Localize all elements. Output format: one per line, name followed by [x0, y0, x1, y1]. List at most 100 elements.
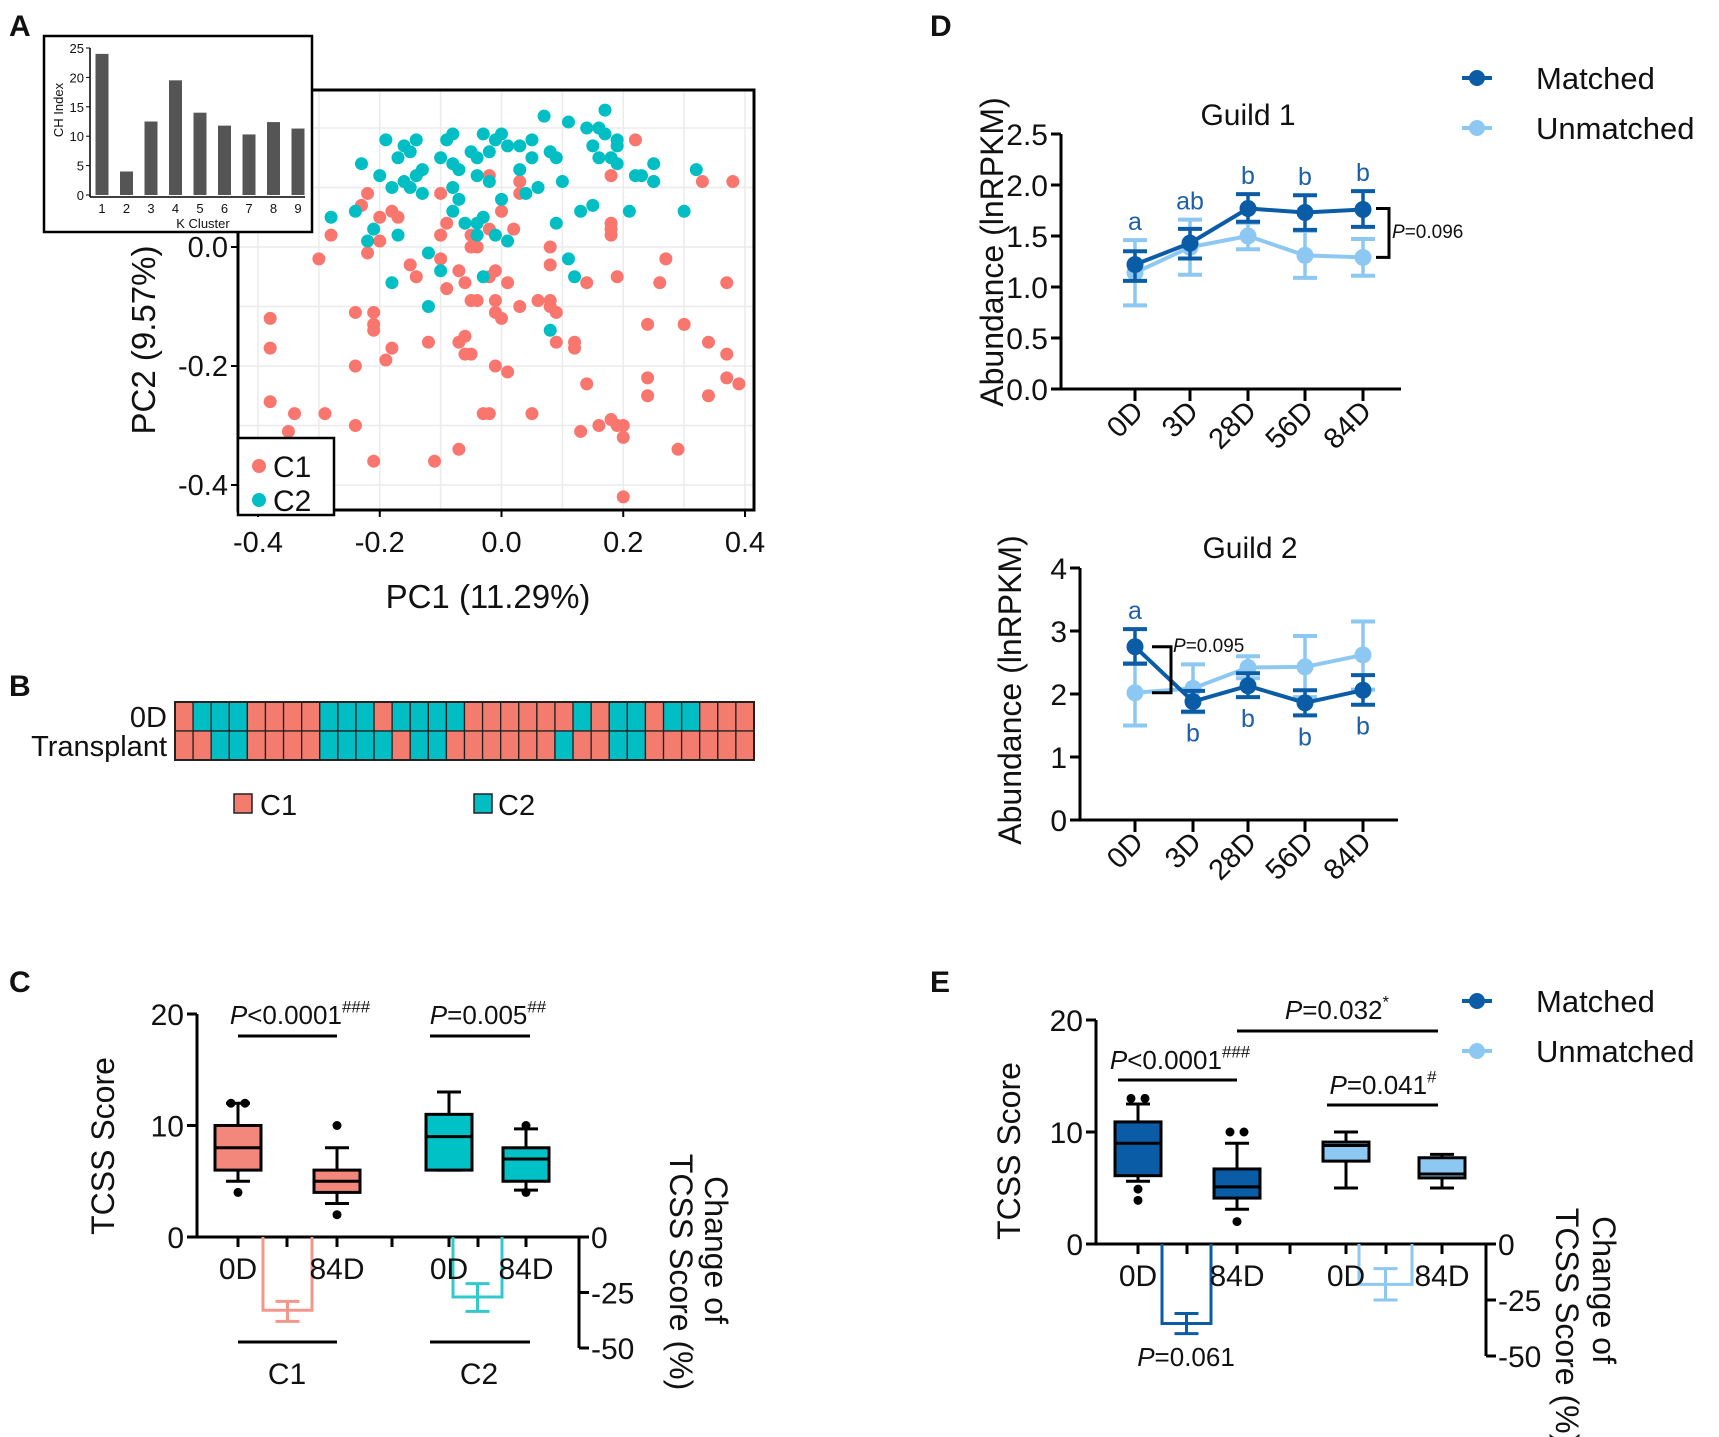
heatmap-cell-c1	[481, 730, 502, 761]
heatmap-cell-c2	[355, 701, 375, 732]
significance-mark: ###	[342, 997, 371, 1016]
outlier-point	[1133, 1184, 1143, 1194]
legend-marker-matched	[1469, 993, 1485, 1009]
outlier-point	[233, 1187, 243, 1197]
inset-bar	[144, 121, 158, 195]
heatmap-cell-c2	[608, 730, 628, 761]
box-unmatched-84d	[1417, 1152, 1467, 1190]
y-tick-label: 0	[1066, 1229, 1083, 1262]
data-point	[1354, 248, 1372, 266]
scatter-point-c2	[592, 151, 606, 165]
x-tick-label: 0D	[1119, 1260, 1157, 1293]
y-tick-label: -0.2	[178, 351, 228, 383]
heatmap-cell-c2	[427, 701, 448, 732]
scatter-point-c1	[659, 252, 673, 266]
y2-axis-label: TCSS Score (%)	[663, 1154, 699, 1390]
outlier-point	[332, 1210, 342, 1220]
scatter-point-c2	[391, 151, 405, 165]
data-point	[1126, 638, 1144, 656]
heatmap-cell-c2	[445, 701, 466, 732]
scatter-point-c2	[586, 139, 600, 153]
scatter-point-c1	[318, 407, 332, 421]
heatmap-cell-c1	[735, 701, 755, 732]
significance-letter: b	[1241, 705, 1255, 733]
scatter-point-c2	[434, 151, 448, 165]
outlier-point	[1232, 1217, 1242, 1227]
scatter-point-c1	[549, 335, 563, 349]
scatter-point-c1	[367, 305, 381, 319]
heatmap-cell-c2	[373, 730, 393, 761]
inset-x-tick-label: 4	[172, 201, 179, 216]
box-iqr	[1212, 1167, 1262, 1200]
inset-y-tick-label: 5	[77, 159, 84, 174]
scatter-point-c1	[288, 407, 302, 421]
scatter-point-c2	[354, 157, 368, 171]
scatter-point-c1	[348, 359, 362, 373]
inset-bar	[267, 122, 280, 195]
heatmap-cell-c1	[282, 701, 303, 732]
p-value: <0.0001	[1127, 1045, 1222, 1075]
scatter-point-c1	[324, 228, 338, 242]
significance-letter: b	[1356, 713, 1370, 741]
heatmap-cell-c1	[174, 701, 194, 732]
significance-letter: b	[1241, 162, 1255, 190]
scatter-point-c2	[525, 133, 539, 147]
y-axis-label: PC2 (9.57%)	[125, 246, 162, 435]
scatter-point-c2	[470, 151, 484, 165]
scatter-point-c2	[385, 181, 399, 194]
scatter-point-c1	[543, 240, 557, 254]
scatter-point-c1	[458, 347, 472, 361]
legend-panel-d: Matched Unmatched	[1462, 61, 1695, 146]
scatter-point-c1	[263, 311, 277, 325]
heatmap-cell-c2	[210, 701, 230, 732]
data-point	[1296, 694, 1314, 712]
scatter-point-c2	[361, 234, 375, 248]
scatter-point-c2	[561, 115, 575, 129]
y-tick-label: 20	[151, 999, 184, 1032]
scatter-point-c2	[379, 133, 393, 147]
scatter-point-c2	[403, 181, 417, 194]
legend-label: Matched	[1536, 984, 1655, 1019]
scatter-point-c1	[549, 305, 563, 319]
scatter-point-c1	[434, 252, 448, 266]
outlier-point	[1225, 1127, 1235, 1137]
heatmap-cell-c2	[662, 701, 683, 732]
scatter-point-c1	[580, 377, 594, 391]
p-symbol: P	[1110, 1045, 1128, 1075]
inset-bar	[242, 134, 256, 195]
inset-x-tick-label: 7	[245, 201, 252, 216]
series-matched	[1123, 189, 1375, 283]
data-point	[1354, 200, 1372, 218]
scatter-point-c2	[549, 151, 563, 165]
box-matched-84d	[1212, 1127, 1262, 1227]
scatter-point-c1	[732, 377, 746, 391]
legend-marker-unmatched	[1469, 120, 1485, 136]
p-symbol: P	[1173, 636, 1186, 657]
inset-x-tick-label: 6	[221, 201, 228, 216]
y-tick-label: 0	[1050, 805, 1067, 838]
scatter-point-c2	[324, 210, 338, 224]
box-matched-0d	[1113, 1093, 1163, 1205]
scatter-point-c2	[574, 204, 588, 218]
scatter-point-c1	[695, 175, 709, 189]
inset-bar	[120, 171, 133, 195]
data-point	[1239, 677, 1257, 695]
comparison-p-label: P=0.005##	[430, 997, 547, 1030]
scatter-point-c1	[543, 258, 557, 272]
y-tick-label: 10	[151, 1111, 184, 1144]
y2-axis-label: Change of	[1586, 1216, 1622, 1364]
y-tick-label: 0.5	[1006, 323, 1048, 356]
scatter-point-c2	[647, 157, 661, 171]
x-tick-label: 0.2	[603, 527, 643, 559]
heatmap-cell-c2	[409, 730, 429, 761]
scatter-point-c1	[488, 359, 502, 373]
x-tick-label: 84D	[1209, 1260, 1264, 1293]
box-iqr	[424, 1112, 474, 1172]
significance-bracket	[1376, 206, 1391, 259]
scatter-point-c1	[701, 389, 715, 403]
y-tick-label: 3	[1050, 616, 1067, 649]
heatmap-cell-c2	[228, 730, 249, 761]
scatter-point-c1	[361, 186, 375, 200]
